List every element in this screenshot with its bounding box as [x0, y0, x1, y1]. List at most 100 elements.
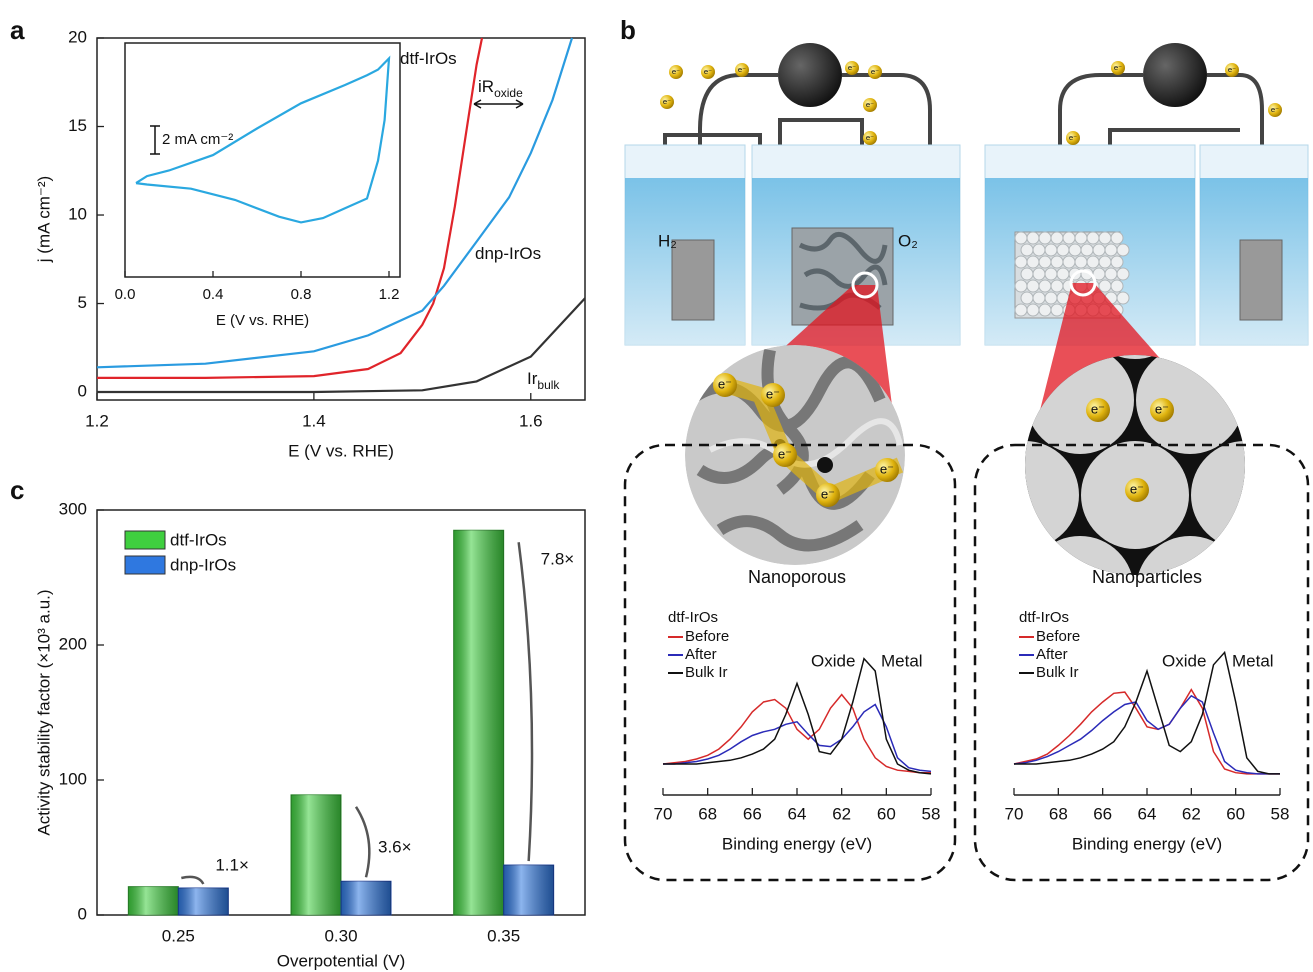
y-tick-label: 5: [78, 293, 87, 312]
panel-title: Nanoparticles: [1092, 567, 1202, 587]
electron-label: e⁻: [1069, 133, 1077, 142]
nanoparticle: [1063, 256, 1075, 268]
electron-label: e⁻: [704, 67, 712, 76]
nanoparticle: [1015, 304, 1027, 316]
panel-title: Nanoporous: [748, 567, 846, 587]
y-tick-label: 300: [59, 499, 87, 518]
series-name: dtf-IrOs: [400, 49, 457, 68]
nanoparticle: [1136, 536, 1244, 644]
x-tick-label: 1.2: [85, 411, 109, 430]
panel-label: c: [10, 475, 24, 505]
electrode: [1240, 240, 1282, 320]
nanoparticle: [1045, 268, 1057, 280]
bar-shine: [341, 881, 391, 915]
x-axis-label: E (V vs. RHE): [288, 441, 394, 460]
nanoparticle: [1057, 268, 1069, 280]
electron-label: e⁻: [738, 65, 746, 74]
y-tick-label: 10: [68, 205, 87, 224]
x-tick-label: 0.30: [324, 926, 357, 945]
power-source: [1143, 43, 1207, 107]
electron-label: e⁻: [778, 446, 792, 461]
nanoparticle: [1051, 280, 1063, 292]
ratio-arrow: [356, 807, 369, 877]
x-tick-label: 1.6: [519, 411, 543, 430]
nanoparticle: [1021, 244, 1033, 256]
nanoparticle: [1117, 292, 1129, 304]
nanoparticle: [1039, 304, 1051, 316]
nanoparticle: [1051, 256, 1063, 268]
nanoparticle: [1069, 244, 1081, 256]
x-tick-label: 62: [1182, 804, 1201, 823]
bar-shine: [178, 888, 228, 915]
nanoparticle: [1039, 280, 1051, 292]
nanoparticle: [1015, 256, 1027, 268]
x-tick-label: 60: [1226, 804, 1245, 823]
x-tick-label: 58: [1271, 804, 1290, 823]
electrode: [672, 240, 714, 320]
nanoparticle: [1099, 232, 1111, 244]
nanoparticle: [1051, 304, 1063, 316]
legend-label: Bulk Ir: [1036, 664, 1079, 681]
nanoparticle: [1027, 304, 1039, 316]
nanoparticle: [1033, 244, 1045, 256]
nanoparticle: [1111, 256, 1123, 268]
x-tick-label: 68: [1049, 804, 1068, 823]
legend-title: dtf-IrOs: [668, 609, 718, 626]
series-name: Ir: [527, 369, 538, 388]
nanoparticle: [1033, 292, 1045, 304]
nanoparticle: [1099, 256, 1111, 268]
electron-label: e⁻: [766, 386, 780, 401]
page: {"panel_labels":["a","b","c"], "diagram"…: [0, 0, 1313, 972]
electron-label: e⁻: [1091, 401, 1105, 416]
electron-label: e⁻: [672, 67, 680, 76]
spectrum: [663, 695, 931, 773]
metal-label: Metal: [881, 651, 923, 670]
y-axis-label: Activity stability factor (×10³ a.u.): [34, 589, 53, 835]
legend-label: Bulk Ir: [685, 664, 728, 681]
nanoparticle: [1075, 232, 1087, 244]
y-tick-label: 200: [59, 634, 87, 653]
spectrum: [663, 705, 931, 772]
x-tick-label: 62: [832, 804, 851, 823]
series-name-sub: bulk: [537, 378, 560, 392]
nanoparticle: [1105, 244, 1117, 256]
nanoparticle: [1027, 232, 1039, 244]
bar-shine: [128, 887, 178, 915]
ratio-label: 1.1×: [215, 855, 249, 874]
nanoparticle: [1033, 268, 1045, 280]
nanoparticle: [1057, 244, 1069, 256]
o2-label: O₂: [898, 231, 918, 250]
x-tick-label: 64: [788, 804, 807, 823]
nanoparticle: [1027, 256, 1039, 268]
nanoparticle: [1087, 256, 1099, 268]
x-tick-label: 0.0: [115, 286, 136, 303]
electron-label: e⁻: [1130, 481, 1144, 496]
y-axis-label: j (mA cm⁻²): [34, 176, 53, 263]
ratio-arrow: [519, 542, 532, 861]
legend-label: After: [685, 646, 717, 663]
electron-label: e⁻: [1155, 401, 1169, 416]
nanoparticle: [1105, 268, 1117, 280]
oxide-label: Oxide: [1162, 651, 1206, 670]
annotation-arrow: [474, 100, 523, 108]
annotation-main: iR: [478, 77, 494, 96]
x-tick-label: 1.2: [379, 286, 400, 303]
nanoparticle: [1021, 292, 1033, 304]
nanoparticle: [1099, 280, 1111, 292]
nanoparticle: [1039, 256, 1051, 268]
metal-label: Metal: [1232, 651, 1274, 670]
x-tick-label: 1.4: [302, 411, 326, 430]
electron-label: e⁻: [871, 67, 879, 76]
legend-swatch: [125, 556, 165, 574]
cell-diagram: H₂ O₂: [625, 43, 1308, 880]
electron-label: e⁻: [866, 100, 874, 109]
x-tick-label: 66: [1093, 804, 1112, 823]
bar-shine: [454, 530, 504, 915]
nanoparticle: [1051, 232, 1063, 244]
electron-label: e⁻: [848, 63, 856, 72]
x-axis-label: E (V vs. RHE): [216, 312, 309, 329]
electron-label: e⁻: [821, 486, 835, 501]
x-axis-label: Binding energy (eV): [722, 834, 872, 853]
y-tick-label: 0: [78, 904, 87, 923]
legend-label: dnp-IrOs: [170, 555, 236, 574]
